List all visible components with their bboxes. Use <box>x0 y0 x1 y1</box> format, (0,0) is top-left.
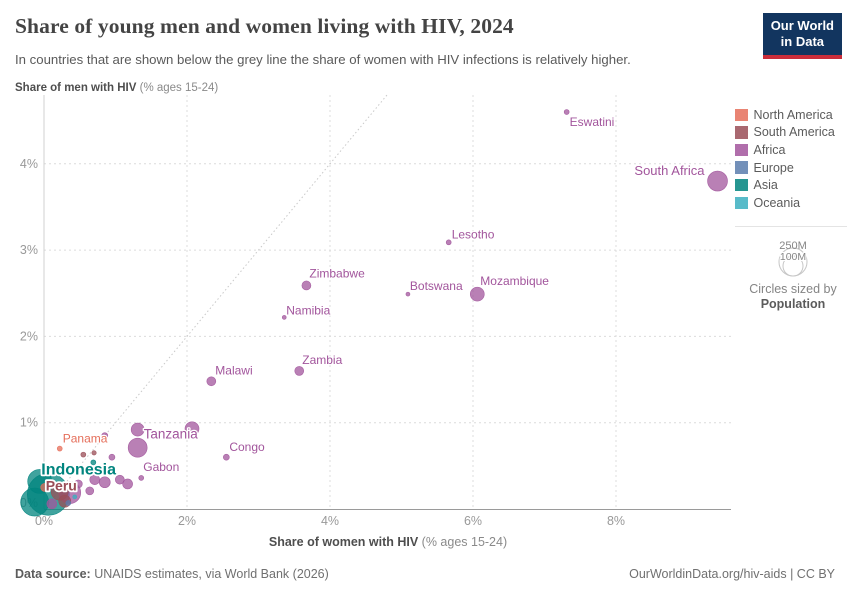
data-point-mozambique[interactable] <box>469 286 485 302</box>
data-point-tanzania[interactable] <box>130 422 145 437</box>
data-point[interactable] <box>65 500 72 506</box>
data-point[interactable] <box>90 459 97 466</box>
data-point-lesotho[interactable] <box>445 239 452 246</box>
legend-label: Asia <box>753 178 778 193</box>
owid-link[interactable]: OurWorldinData.org/hiv-aids | CC BY <box>629 567 835 581</box>
y-tick-label: 3% <box>20 243 38 257</box>
continent-legend: North America South America Africa Europe As… <box>735 106 847 212</box>
data-source-text: UNAIDS estimates, via World Bank (2026) <box>90 567 329 581</box>
data-point[interactable] <box>108 453 116 461</box>
x-tick-label: 6% <box>464 514 482 528</box>
x-tick-label: 2% <box>178 514 196 528</box>
equality-reference-line <box>43 94 388 510</box>
legend-item-oceania[interactable]: Oceania <box>735 194 847 212</box>
data-point[interactable] <box>40 483 50 492</box>
legend-swatch-north-america <box>735 108 748 122</box>
data-point[interactable] <box>114 474 125 485</box>
data-point[interactable] <box>46 498 58 510</box>
y-tick-label: 2% <box>20 329 38 343</box>
x-tick-label: 4% <box>321 514 339 528</box>
country-label-panama: Panama <box>63 432 108 446</box>
owid-logo-line1: Our World <box>770 18 834 33</box>
legend-item-south-america[interactable]: South America <box>735 124 847 142</box>
legend-item-africa[interactable]: Africa <box>735 141 847 159</box>
chart-footer: Data source: UNAIDS estimates, via World… <box>15 567 835 581</box>
page-title: Share of young men and women living with… <box>15 14 514 38</box>
legend-item-asia[interactable]: Asia <box>735 176 847 194</box>
data-point[interactable] <box>101 432 109 439</box>
data-point-gabon[interactable] <box>138 475 145 481</box>
legend-item-europe[interactable]: Europe <box>735 159 847 177</box>
data-point[interactable] <box>72 494 78 500</box>
legend-swatch-oceania <box>735 196 748 210</box>
data-point-congo[interactable] <box>223 453 230 461</box>
x-tick-label: 8% <box>607 514 625 528</box>
country-label-lesotho: Lesotho <box>452 227 495 241</box>
legend-swatch-europe <box>735 161 748 174</box>
country-label-south-africa: South Africa <box>634 163 705 178</box>
country-label-zambia: Zambia <box>302 353 342 367</box>
country-label-botswana: Botswana <box>410 279 463 293</box>
data-source-note: Data source: UNAIDS estimates, via World… <box>15 567 329 581</box>
country-label-malawi: Malawi <box>215 363 252 377</box>
country-label-congo: Congo <box>229 440 265 454</box>
legend-item-north-america[interactable]: North America <box>735 106 847 124</box>
x-tick-label: 0% <box>35 514 53 528</box>
legend-label: Africa <box>753 142 786 157</box>
country-label-eswatini: Eswatini <box>570 115 615 129</box>
legend-swatch-south-america <box>735 126 748 139</box>
y-tick-label: 1% <box>20 416 38 430</box>
y-tick-label: 4% <box>20 157 38 171</box>
size-legend-outer-label: 250M <box>779 240 807 252</box>
data-point-malawi[interactable] <box>206 376 217 387</box>
data-point[interactable] <box>127 437 148 458</box>
country-label-indonesia: Indonesia <box>41 461 116 478</box>
country-label-zimbabwe: Zimbabwe <box>309 266 365 280</box>
x-axis-title: Share of women with HIV (% ages 15-24) <box>269 535 507 549</box>
data-point[interactable] <box>98 476 111 489</box>
size-legend-inner-circle <box>782 255 804 277</box>
legend-label: Oceania <box>753 195 801 210</box>
legend-sidebar: North America South America Africa Europe As… <box>735 106 847 313</box>
data-point[interactable] <box>89 474 101 485</box>
data-point-namibia[interactable] <box>281 315 287 320</box>
legend-label: South America <box>753 125 835 140</box>
scatter-plot: 0%1%2%3%4%0%2%4%6%8%Share of men with HI… <box>15 82 731 549</box>
size-legend-inner-label: 100M <box>780 251 806 263</box>
data-point[interactable] <box>74 479 83 489</box>
country-label-mozambique: Mozambique <box>480 274 549 288</box>
data-point[interactable] <box>105 466 112 474</box>
data-point-eswatini[interactable] <box>563 109 570 115</box>
legend-swatch-africa <box>735 143 748 157</box>
data-point[interactable] <box>122 478 133 490</box>
owid-logo-line2: in Data <box>780 34 825 50</box>
country-label-tanzania: Tanzania <box>144 427 199 442</box>
data-point[interactable] <box>184 421 200 437</box>
legend-label: Europe <box>753 160 794 175</box>
chart-subtitle: In countries that are shown below the gr… <box>15 52 631 67</box>
data-point[interactable] <box>80 451 87 458</box>
data-point[interactable] <box>49 469 57 477</box>
data-point-panama[interactable] <box>56 445 63 452</box>
data-point-zimbabwe[interactable] <box>301 280 312 291</box>
y-axis-title: Share of men with HIV (% ages 15-24) <box>15 82 218 94</box>
country-label-namibia: Namibia <box>286 303 330 317</box>
country-label-gabon: Gabon <box>143 460 179 474</box>
country-label-peru: Peru <box>46 478 77 494</box>
size-legend-caption: Circles sized by <box>749 282 837 296</box>
legend-swatch-asia <box>735 178 748 192</box>
legend-label: North America <box>753 107 833 122</box>
data-point-zambia[interactable] <box>294 366 305 376</box>
size-legend-caption-bold: Population <box>761 297 826 311</box>
data-source-label: Data source: <box>15 567 91 581</box>
legend-divider <box>735 225 847 227</box>
owid-logo[interactable]: Our World in Data <box>762 13 842 59</box>
data-point-botswana[interactable] <box>405 291 411 297</box>
data-point[interactable] <box>85 486 95 496</box>
data-point-south-africa[interactable] <box>707 170 728 192</box>
data-point[interactable] <box>91 450 97 456</box>
